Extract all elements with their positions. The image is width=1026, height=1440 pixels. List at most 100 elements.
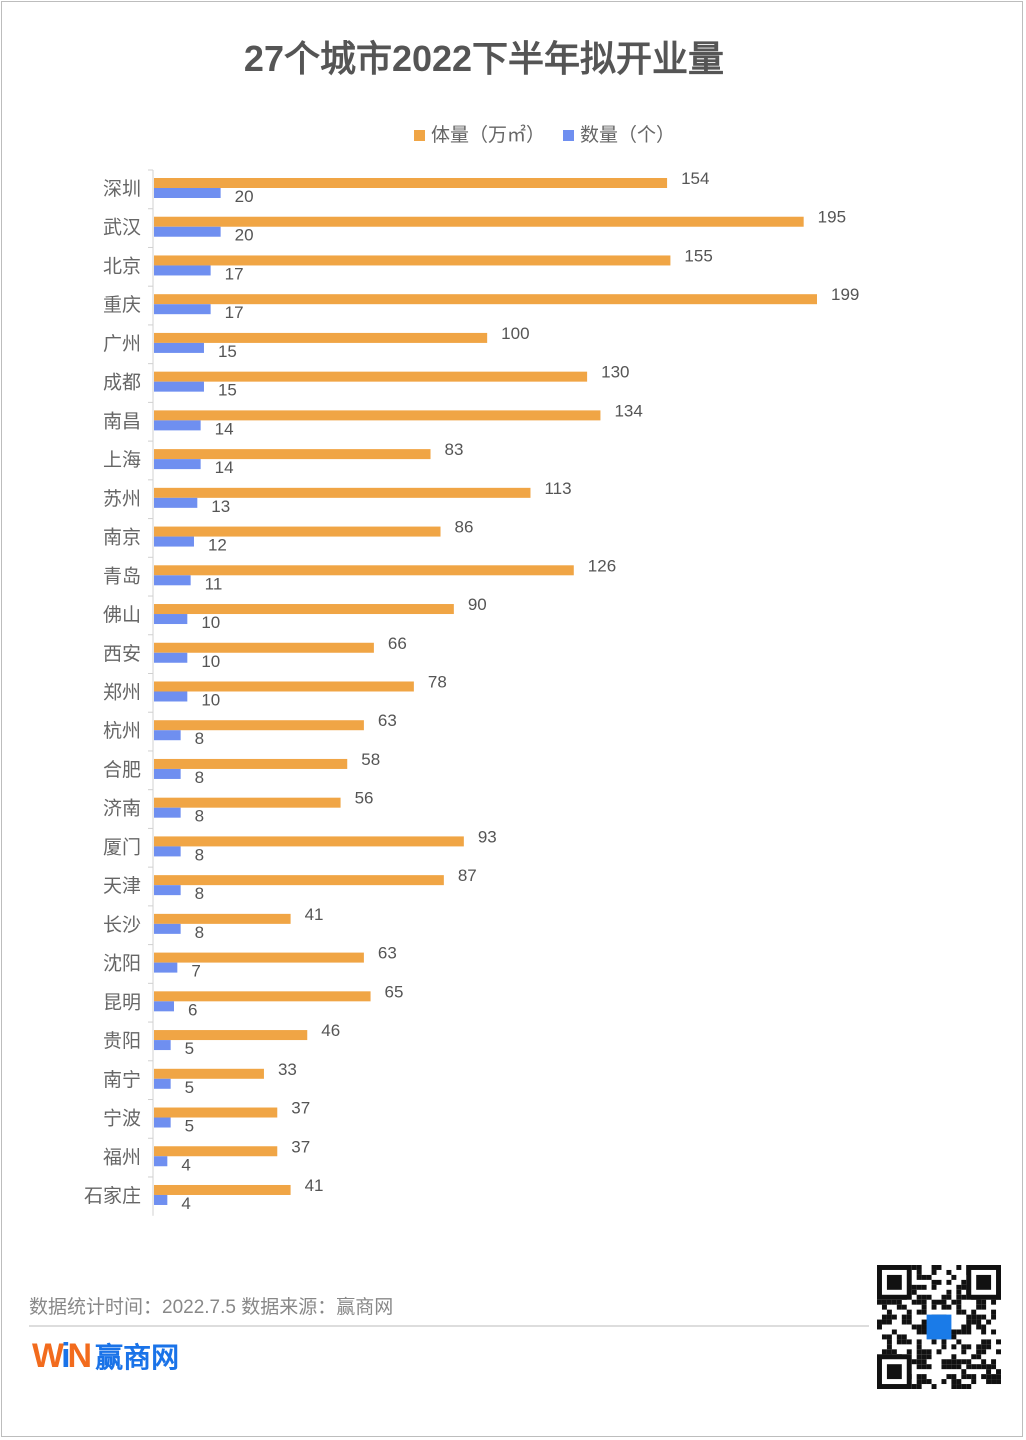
category-label: 苏州 — [103, 488, 141, 510]
qr-module — [926, 1294, 932, 1300]
qr-module — [976, 1344, 982, 1350]
data-label-count: 8 — [195, 884, 204, 903]
qr-module — [961, 1324, 967, 1330]
data-label-area: 130 — [601, 363, 629, 382]
qr-module — [986, 1369, 992, 1375]
qr-module — [881, 1314, 887, 1320]
data-label-count: 17 — [225, 303, 244, 322]
qr-module — [976, 1354, 982, 1360]
data-label-count: 14 — [215, 419, 234, 438]
qr-module — [951, 1329, 957, 1335]
category-label: 贵阳 — [103, 1030, 141, 1052]
qr-module — [951, 1384, 957, 1389]
qr-module — [961, 1279, 967, 1285]
data-label-count: 7 — [191, 962, 200, 981]
data-label-area: 93 — [478, 827, 497, 846]
data-label-count: 5 — [185, 1078, 194, 1097]
qr-module — [956, 1294, 962, 1300]
bar-area — [154, 449, 431, 460]
qr-module — [891, 1314, 897, 1320]
bar-count — [154, 497, 198, 508]
qr-center-logo — [926, 1314, 952, 1340]
qr-module — [931, 1265, 937, 1270]
category-label: 宁波 — [103, 1108, 141, 1130]
data-label-area: 154 — [681, 169, 709, 188]
qr-finder — [976, 1274, 992, 1290]
bar-count — [154, 768, 181, 779]
qr-module — [916, 1359, 922, 1365]
qr-module — [956, 1309, 962, 1315]
qr-module — [996, 1339, 1001, 1345]
bar-area — [154, 255, 671, 266]
qr-module — [881, 1349, 887, 1355]
qr-module — [971, 1354, 977, 1360]
bar-area — [154, 526, 441, 537]
qr-module — [896, 1334, 902, 1340]
bar-count — [154, 188, 221, 198]
bar-count — [154, 381, 204, 392]
qr-module — [991, 1314, 997, 1320]
bar-area — [154, 642, 374, 653]
qr-module — [936, 1349, 942, 1355]
data-label-count: 8 — [195, 768, 204, 787]
qr-module — [911, 1299, 917, 1305]
qr-module — [956, 1329, 962, 1335]
data-label-count: 8 — [195, 807, 204, 826]
bar-area — [154, 720, 364, 731]
qr-module — [921, 1299, 927, 1305]
qr-module — [921, 1284, 927, 1290]
qr-module — [931, 1304, 937, 1310]
footer-divider — [29, 1325, 869, 1327]
logo: WiN 赢商网 — [32, 1336, 179, 1376]
qr-module — [956, 1364, 962, 1370]
qr-module — [951, 1344, 957, 1350]
qr-module — [906, 1319, 912, 1325]
qr-module — [901, 1334, 907, 1340]
qr-module — [986, 1379, 992, 1385]
data-label-area: 87 — [458, 866, 477, 885]
qr-module — [916, 1339, 922, 1345]
qr-module — [981, 1314, 987, 1320]
bar-count — [154, 962, 178, 973]
qr-module — [981, 1324, 987, 1330]
bar-area — [154, 565, 574, 576]
data-label-count: 4 — [181, 1155, 190, 1174]
qr-module — [966, 1344, 972, 1350]
bar-count — [154, 691, 188, 702]
bar-count — [154, 459, 201, 470]
qr-module — [956, 1289, 962, 1295]
bar-area — [154, 1107, 278, 1118]
qr-module — [991, 1309, 997, 1315]
qr-module — [896, 1304, 902, 1310]
data-label-area: 33 — [278, 1060, 297, 1079]
qr-module — [916, 1379, 922, 1385]
category-label: 石家庄 — [84, 1185, 141, 1207]
category-label: 南京 — [103, 527, 141, 549]
data-label-area: 90 — [468, 595, 487, 614]
qr-module — [991, 1364, 997, 1370]
qr-module — [936, 1279, 942, 1285]
data-label-count: 8 — [195, 845, 204, 864]
bar-area — [154, 758, 348, 769]
legend-label-area: 体量（万㎡） — [431, 125, 546, 146]
qr-module — [916, 1324, 922, 1330]
qr-module — [991, 1299, 997, 1305]
qr-module — [931, 1269, 937, 1275]
qr-module — [961, 1329, 967, 1335]
qr-module — [996, 1374, 1001, 1380]
qr-module — [916, 1364, 922, 1370]
data-label-count: 5 — [185, 1117, 194, 1136]
qr-module — [941, 1359, 947, 1365]
bar-area — [154, 487, 531, 498]
qr-module — [926, 1354, 932, 1360]
qr-module — [966, 1374, 972, 1380]
qr-module — [946, 1279, 952, 1285]
data-label-area: 63 — [378, 944, 397, 963]
qr-module — [966, 1364, 972, 1370]
bar-area — [154, 332, 488, 343]
bar-count — [154, 1156, 168, 1167]
qr-module — [906, 1339, 912, 1345]
data-label-count: 15 — [218, 342, 237, 361]
qr-module — [951, 1274, 957, 1280]
qr-module — [951, 1334, 957, 1340]
